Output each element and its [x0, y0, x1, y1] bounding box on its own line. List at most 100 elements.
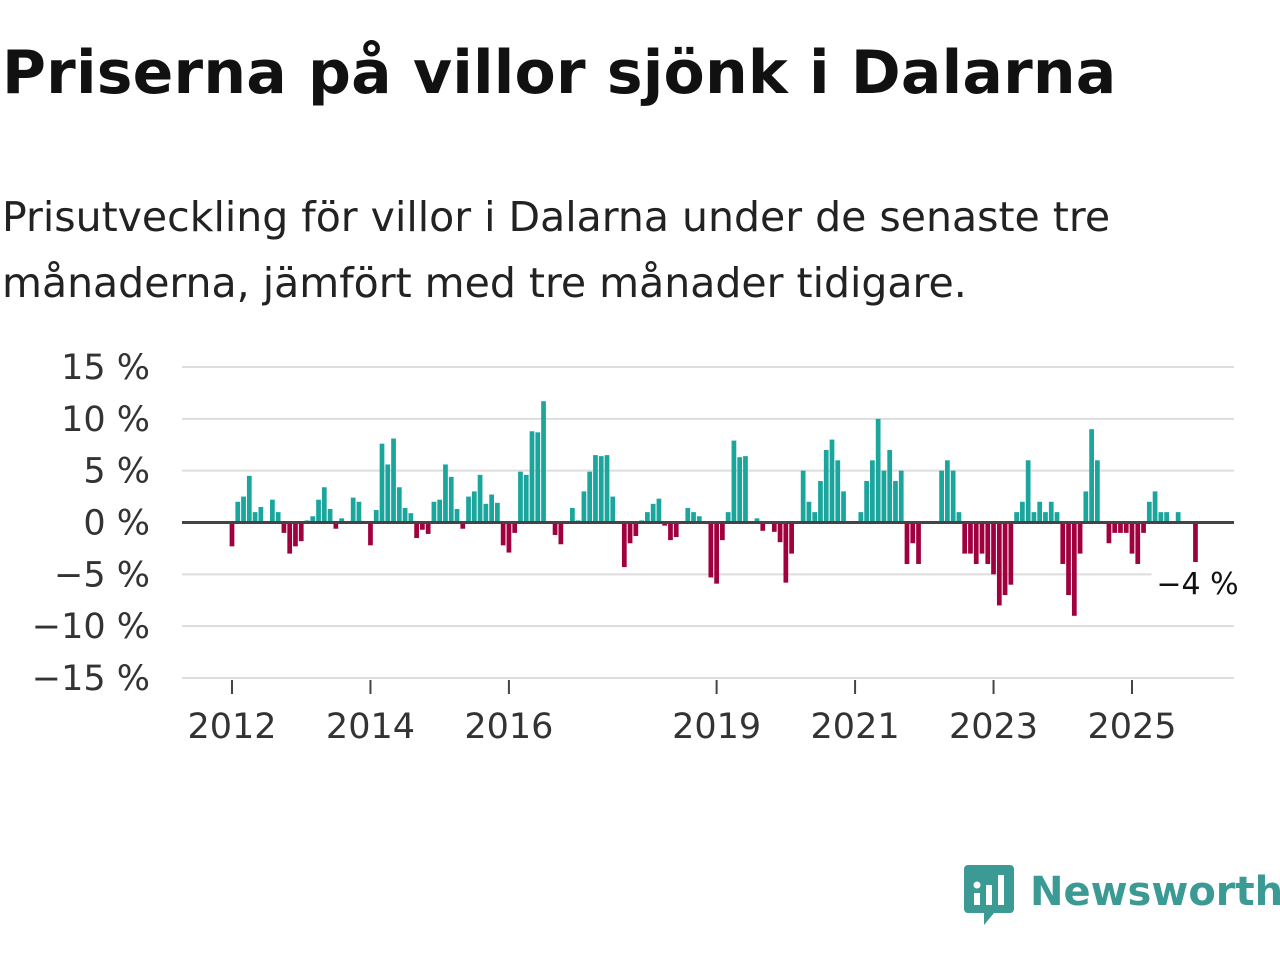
bar — [1158, 512, 1164, 523]
bar — [691, 512, 696, 523]
bar — [656, 498, 662, 523]
bar — [829, 439, 835, 523]
bar — [1146, 501, 1152, 523]
bar — [241, 496, 246, 523]
bar — [760, 522, 766, 531]
bar — [1164, 512, 1169, 523]
bar — [281, 522, 287, 533]
bar — [685, 507, 691, 523]
last-value-label: −4 % — [1156, 567, 1238, 602]
bar — [368, 522, 373, 546]
bar — [495, 502, 500, 523]
bar — [979, 522, 985, 554]
y-tick-label: 0 % — [83, 504, 150, 544]
bar — [858, 512, 864, 523]
bar — [818, 481, 823, 523]
bar — [893, 481, 898, 523]
bar — [950, 470, 956, 523]
bar — [668, 522, 673, 541]
bar — [1095, 460, 1100, 523]
bar — [587, 471, 593, 523]
bar — [391, 438, 396, 523]
bar-chart: 15 %10 %5 %0 %−5 %−10 %−15 % 2012 2014 201… — [32, 348, 1246, 747]
bar — [1014, 512, 1019, 523]
bar — [887, 449, 893, 523]
bar — [252, 512, 258, 523]
bar — [737, 457, 743, 523]
y-tick-label: 10 % — [61, 400, 150, 440]
bar — [558, 522, 564, 545]
x-tick-label: 2023 — [949, 707, 1038, 747]
bar — [593, 455, 598, 523]
bar — [379, 443, 385, 523]
bar — [235, 501, 241, 523]
bar — [627, 522, 633, 544]
bar — [1054, 512, 1060, 523]
grid-lines — [182, 366, 1234, 679]
bar — [864, 481, 869, 523]
bar — [968, 522, 973, 554]
bar — [1152, 491, 1158, 523]
bar — [650, 503, 656, 523]
bar — [777, 522, 783, 543]
bar — [229, 522, 235, 547]
bar — [945, 460, 950, 523]
bar — [518, 471, 523, 523]
x-tick-label: 2021 — [811, 707, 900, 747]
bar — [916, 522, 921, 564]
bar — [714, 522, 719, 584]
bar — [471, 491, 477, 523]
brand-name: Newsworthy — [1030, 869, 1280, 915]
bar — [356, 501, 362, 523]
bar — [1031, 512, 1037, 523]
bar — [1025, 460, 1031, 523]
x-tick-label: 2019 — [672, 707, 761, 747]
x-tick-label: 2025 — [1087, 707, 1176, 747]
bar — [287, 522, 293, 554]
bar — [350, 497, 356, 523]
bar — [1048, 501, 1054, 523]
x-tick-label: 2016 — [464, 707, 553, 747]
bar — [673, 522, 679, 538]
bar — [581, 491, 587, 523]
bar — [604, 455, 610, 523]
bar — [800, 470, 806, 523]
bar — [720, 522, 725, 541]
bar — [466, 496, 471, 523]
bar — [298, 522, 304, 542]
bar — [327, 509, 333, 523]
bar — [500, 522, 506, 546]
bar — [408, 513, 414, 523]
bar — [806, 501, 812, 523]
bar — [610, 496, 616, 523]
bar — [633, 522, 639, 536]
bar — [1141, 522, 1146, 533]
bar — [1037, 501, 1043, 523]
bar — [870, 460, 875, 523]
bar — [1089, 429, 1094, 523]
chart-title: Priserna på villor sjönk i Dalarna — [2, 38, 1117, 108]
y-tick-label: −5 % — [54, 555, 150, 595]
bar — [437, 499, 443, 523]
bar — [991, 522, 996, 575]
bar — [875, 418, 881, 523]
bar — [598, 456, 604, 523]
bar — [662, 522, 668, 526]
bar — [754, 518, 760, 523]
bar — [910, 522, 916, 544]
bar — [645, 512, 650, 523]
bar — [373, 510, 379, 523]
y-tick-label: 15 % — [61, 348, 150, 388]
bar — [1002, 522, 1008, 596]
bar — [529, 431, 535, 523]
bar — [535, 432, 541, 523]
bar — [904, 522, 910, 564]
bar — [316, 499, 321, 523]
bars — [229, 401, 1198, 616]
bar — [431, 501, 437, 523]
bar — [460, 522, 466, 529]
bar — [246, 475, 252, 523]
bar — [898, 470, 904, 523]
bar — [258, 506, 264, 523]
bar — [1106, 522, 1112, 544]
